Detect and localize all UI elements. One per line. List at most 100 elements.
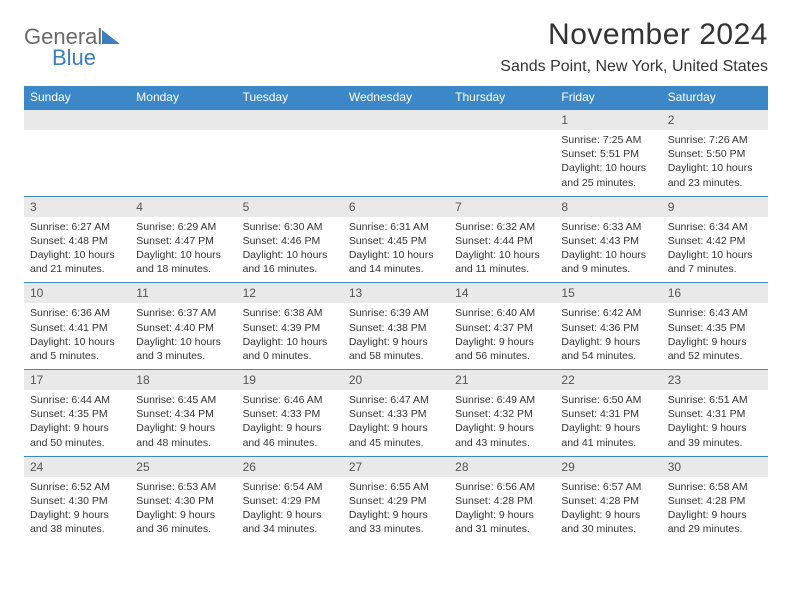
sunset-text: Sunset: 4:33 PM (349, 407, 443, 421)
sunset-text: Sunset: 4:28 PM (455, 494, 549, 508)
daylight-text-line2: and 41 minutes. (561, 436, 655, 450)
day-cell: Sunrise: 6:43 AMSunset: 4:35 PMDaylight:… (662, 303, 768, 369)
daylight-text-line2: and 23 minutes. (668, 176, 762, 190)
day-cell: Sunrise: 6:44 AMSunset: 4:35 PMDaylight:… (24, 390, 130, 456)
daylight-text-line1: Daylight: 10 hours (30, 335, 124, 349)
daylight-text-line1: Daylight: 10 hours (561, 248, 655, 262)
day-cell: Sunrise: 6:57 AMSunset: 4:28 PMDaylight:… (555, 477, 661, 543)
daylight-text-line1: Daylight: 10 hours (561, 161, 655, 175)
sunset-text: Sunset: 4:37 PM (455, 321, 549, 335)
sunset-text: Sunset: 4:35 PM (668, 321, 762, 335)
week-row: 24252627282930Sunrise: 6:52 AMSunset: 4:… (24, 456, 768, 543)
daylight-text-line1: Daylight: 9 hours (349, 421, 443, 435)
daylight-text-line1: Daylight: 9 hours (668, 421, 762, 435)
daylight-text-line2: and 43 minutes. (455, 436, 549, 450)
daylight-text-line2: and 16 minutes. (243, 262, 337, 276)
sunrise-text: Sunrise: 6:58 AM (668, 480, 762, 494)
daylight-text-line1: Daylight: 9 hours (561, 421, 655, 435)
sunset-text: Sunset: 4:39 PM (243, 321, 337, 335)
logo-word-blue: Blue (52, 47, 102, 69)
daylight-text-line1: Daylight: 9 hours (136, 421, 230, 435)
day-number: 17 (24, 370, 130, 390)
day-cell: Sunrise: 7:26 AMSunset: 5:50 PMDaylight:… (662, 130, 768, 196)
daylight-text-line1: Daylight: 10 hours (243, 248, 337, 262)
sunrise-text: Sunrise: 6:30 AM (243, 220, 337, 234)
day-cell: Sunrise: 6:38 AMSunset: 4:39 PMDaylight:… (237, 303, 343, 369)
day-cell: Sunrise: 6:29 AMSunset: 4:47 PMDaylight:… (130, 217, 236, 283)
daylight-text-line2: and 29 minutes. (668, 522, 762, 536)
day-number: 11 (130, 283, 236, 303)
sunrise-text: Sunrise: 6:52 AM (30, 480, 124, 494)
sunrise-text: Sunrise: 7:25 AM (561, 133, 655, 147)
logo-text-block: General Blue (24, 26, 102, 69)
day-number: 13 (343, 283, 449, 303)
day-cell: Sunrise: 6:33 AMSunset: 4:43 PMDaylight:… (555, 217, 661, 283)
weekday-header: Sunday (24, 86, 130, 109)
sunset-text: Sunset: 4:33 PM (243, 407, 337, 421)
daylight-text-line2: and 25 minutes. (561, 176, 655, 190)
day-cell (130, 130, 236, 196)
daylight-text-line2: and 30 minutes. (561, 522, 655, 536)
weekday-header: Monday (130, 86, 236, 109)
daylight-text-line2: and 54 minutes. (561, 349, 655, 363)
day-number: 24 (24, 457, 130, 477)
day-cell (449, 130, 555, 196)
daylight-text-line1: Daylight: 10 hours (349, 248, 443, 262)
daylight-text-line1: Daylight: 9 hours (668, 508, 762, 522)
sunset-text: Sunset: 4:34 PM (136, 407, 230, 421)
sunrise-text: Sunrise: 6:29 AM (136, 220, 230, 234)
day-cell: Sunrise: 6:32 AMSunset: 4:44 PMDaylight:… (449, 217, 555, 283)
daylight-text-line1: Daylight: 10 hours (136, 335, 230, 349)
daylight-text-line2: and 39 minutes. (668, 436, 762, 450)
sunset-text: Sunset: 4:48 PM (30, 234, 124, 248)
daylight-text-line2: and 31 minutes. (455, 522, 549, 536)
day-cell: Sunrise: 6:55 AMSunset: 4:29 PMDaylight:… (343, 477, 449, 543)
day-cell: Sunrise: 6:54 AMSunset: 4:29 PMDaylight:… (237, 477, 343, 543)
day-number: 8 (555, 197, 661, 217)
sunset-text: Sunset: 4:44 PM (455, 234, 549, 248)
sunrise-text: Sunrise: 6:42 AM (561, 306, 655, 320)
sunrise-text: Sunrise: 6:56 AM (455, 480, 549, 494)
sunrise-text: Sunrise: 6:38 AM (243, 306, 337, 320)
day-number: 10 (24, 283, 130, 303)
weekday-header: Saturday (662, 86, 768, 109)
sunset-text: Sunset: 4:31 PM (561, 407, 655, 421)
weeks-container: 12Sunrise: 7:25 AMSunset: 5:51 PMDayligh… (24, 109, 768, 542)
day-number: 5 (237, 197, 343, 217)
sunset-text: Sunset: 4:38 PM (349, 321, 443, 335)
day-cell: Sunrise: 6:50 AMSunset: 4:31 PMDaylight:… (555, 390, 661, 456)
daylight-text-line2: and 34 minutes. (243, 522, 337, 536)
daylight-text-line1: Daylight: 9 hours (668, 335, 762, 349)
day-number: 4 (130, 197, 236, 217)
sunset-text: Sunset: 5:51 PM (561, 147, 655, 161)
sunset-text: Sunset: 4:28 PM (668, 494, 762, 508)
day-number: 29 (555, 457, 661, 477)
daylight-text-line1: Daylight: 9 hours (136, 508, 230, 522)
daylight-text-line1: Daylight: 9 hours (30, 421, 124, 435)
sunrise-text: Sunrise: 6:54 AM (243, 480, 337, 494)
day-number: 28 (449, 457, 555, 477)
sunrise-text: Sunrise: 6:44 AM (30, 393, 124, 407)
location-subtitle: Sands Point, New York, United States (500, 58, 768, 76)
daylight-text-line2: and 33 minutes. (349, 522, 443, 536)
day-number: 19 (237, 370, 343, 390)
day-number: 21 (449, 370, 555, 390)
day-number (343, 110, 449, 130)
sunrise-text: Sunrise: 6:37 AM (136, 306, 230, 320)
day-cell: Sunrise: 6:46 AMSunset: 4:33 PMDaylight:… (237, 390, 343, 456)
day-cell (237, 130, 343, 196)
day-number: 20 (343, 370, 449, 390)
week-row: 3456789Sunrise: 6:27 AMSunset: 4:48 PMDa… (24, 196, 768, 283)
day-cell: Sunrise: 6:42 AMSunset: 4:36 PMDaylight:… (555, 303, 661, 369)
daylight-text-line1: Daylight: 10 hours (455, 248, 549, 262)
sunrise-text: Sunrise: 6:27 AM (30, 220, 124, 234)
weekday-header-row: Sunday Monday Tuesday Wednesday Thursday… (24, 86, 768, 109)
day-cell: Sunrise: 6:37 AMSunset: 4:40 PMDaylight:… (130, 303, 236, 369)
day-cell: Sunrise: 6:51 AMSunset: 4:31 PMDaylight:… (662, 390, 768, 456)
day-number: 12 (237, 283, 343, 303)
day-number: 2 (662, 110, 768, 130)
daylight-text-line1: Daylight: 10 hours (30, 248, 124, 262)
daylight-text-line1: Daylight: 9 hours (30, 508, 124, 522)
daylight-text-line2: and 9 minutes. (561, 262, 655, 276)
sunrise-text: Sunrise: 6:40 AM (455, 306, 549, 320)
